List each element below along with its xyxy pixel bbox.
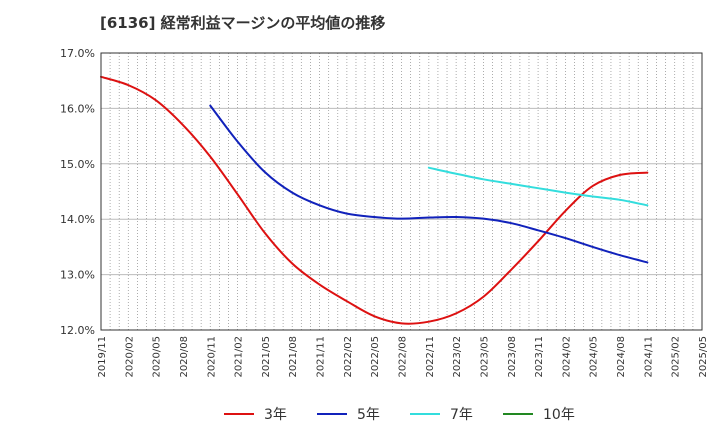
x-tick-label: 2024/08 — [616, 336, 627, 378]
grid-lines — [101, 53, 702, 330]
x-tick-label: 2022/02 — [343, 336, 354, 378]
x-tick-label: 2022/05 — [370, 336, 381, 378]
y-tick-label: 16.0% — [60, 102, 95, 115]
x-tick-label: 2019/11 — [97, 336, 108, 378]
series-line-7年 — [427, 166, 649, 207]
x-tick-label: 2020/11 — [206, 336, 217, 378]
x-axis-ticks: 2019/11 2020/02 2020/05 2020/08 2020/11 2021/… — [97, 336, 709, 378]
legend-label: 7年 — [450, 407, 473, 423]
legend-label: 5年 — [357, 407, 380, 423]
x-tick-label: 2023/05 — [479, 336, 490, 378]
series-line-3年 — [100, 75, 649, 325]
x-tick-label: 2021/08 — [288, 336, 299, 378]
series-line-5年 — [209, 104, 649, 264]
legend: 3年 5年 7年 10年 — [224, 407, 575, 423]
y-tick-label: 14.0% — [60, 213, 95, 226]
x-tick-label: 2022/08 — [398, 336, 409, 378]
x-tick-label: 2021/11 — [316, 336, 327, 378]
x-tick-label: 2025/02 — [671, 336, 682, 378]
plot-frame — [100, 52, 703, 331]
x-tick-label: 2021/02 — [234, 336, 245, 378]
series-lines — [100, 75, 649, 325]
legend-label: 3年 — [264, 407, 287, 423]
x-tick-label: 2023/11 — [534, 336, 545, 378]
x-tick-label: 2020/05 — [152, 336, 163, 378]
x-tick-label: 2024/05 — [589, 336, 600, 378]
y-tick-label: 17.0% — [60, 47, 95, 60]
x-tick-label: 2024/02 — [561, 336, 572, 378]
y-tick-label: 15.0% — [60, 158, 95, 171]
y-tick-label: 12.0% — [60, 324, 95, 337]
x-tick-label: 2022/11 — [425, 336, 436, 378]
x-tick-label: 2023/08 — [507, 336, 518, 378]
x-tick-label: 2023/02 — [452, 336, 463, 378]
y-tick-label: 13.0% — [60, 269, 95, 282]
y-axis-ticks: 12.0% 13.0% 14.0% 15.0% 16.0% 17.0% — [60, 47, 95, 337]
x-tick-label: 2020/08 — [179, 336, 190, 378]
x-tick-label: 2020/02 — [124, 336, 135, 378]
chart-title: [6136] 経常利益マージンの平均値の推移 — [100, 14, 386, 32]
x-tick-label: 2024/11 — [643, 336, 654, 378]
x-tick-label: 2025/05 — [698, 336, 709, 378]
legend-label: 10年 — [543, 407, 575, 423]
x-tick-label: 2021/05 — [261, 336, 272, 378]
